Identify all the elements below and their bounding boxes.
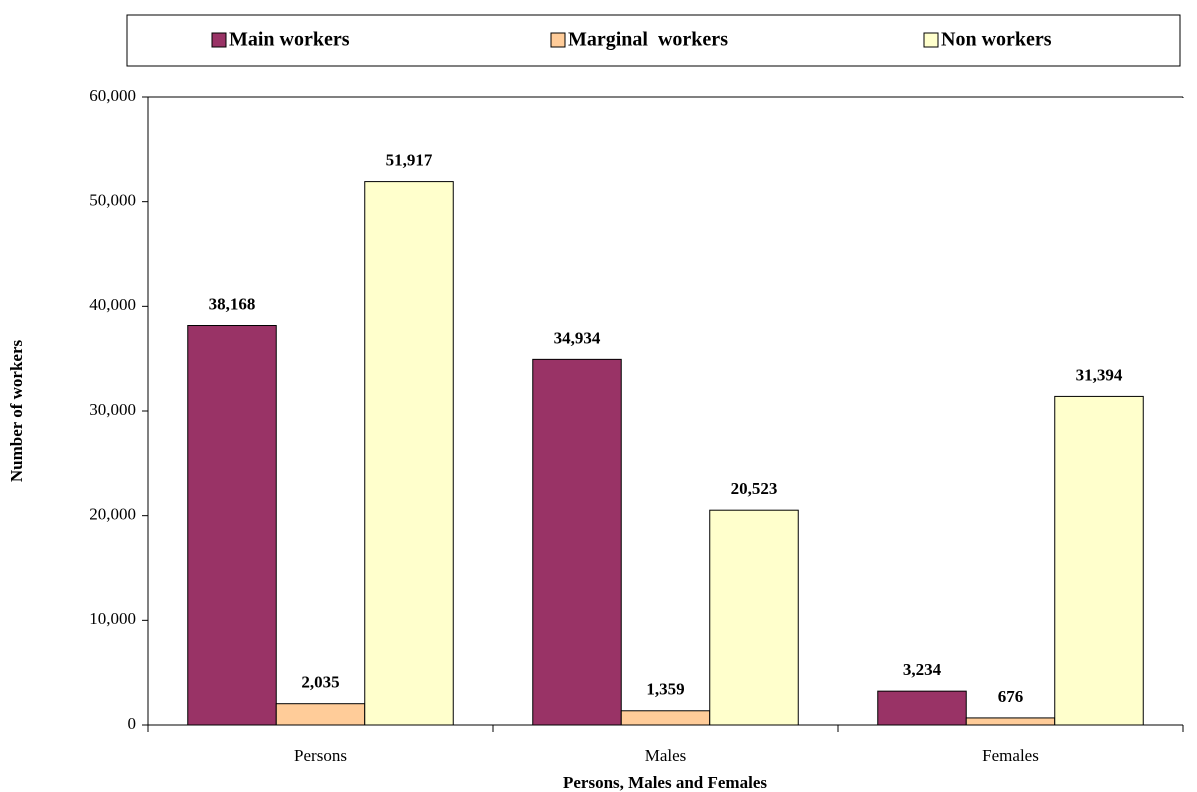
bar <box>1054 395 1144 726</box>
bar <box>187 325 277 726</box>
bar <box>965 717 1056 726</box>
y-tick-label: 10,000 <box>89 609 136 628</box>
value-label: 20,523 <box>731 479 778 498</box>
bar <box>532 358 622 726</box>
value-label: 3,234 <box>903 660 942 679</box>
legend-box <box>126 14 1181 67</box>
y-tick-label: 40,000 <box>89 295 136 314</box>
bar <box>877 690 967 726</box>
y-tick-label: 50,000 <box>89 191 136 210</box>
x-tick-label: Persons <box>294 746 347 765</box>
legend-swatch <box>550 32 566 48</box>
y-tick-label: 20,000 <box>89 505 136 524</box>
legend-swatch <box>211 32 227 48</box>
y-tick-label: 60,000 <box>89 86 136 105</box>
x-tick-label: Females <box>982 746 1039 765</box>
value-label: 38,168 <box>209 294 256 313</box>
y-tick-label: 0 <box>128 714 137 733</box>
legend-label: Main workers <box>229 29 350 51</box>
bar <box>275 703 366 726</box>
x-tick-label: Males <box>645 746 687 765</box>
value-label: 31,394 <box>1076 365 1123 384</box>
value-label: 1,359 <box>646 680 684 699</box>
bar <box>709 509 799 726</box>
legend-label: Marginal workers <box>568 29 728 51</box>
legend-label: Non workers <box>941 29 1052 51</box>
value-label: 51,917 <box>386 151 433 170</box>
y-axis-title: Number of workers <box>7 339 26 482</box>
value-label: 34,934 <box>554 328 601 347</box>
value-label: 2,035 <box>301 673 339 692</box>
legend-swatch <box>923 32 939 48</box>
x-axis-title: Persons, Males and Females <box>563 773 767 792</box>
value-label: 676 <box>998 687 1024 706</box>
y-tick-label: 30,000 <box>89 400 136 419</box>
bar <box>620 710 711 726</box>
bar <box>364 181 454 726</box>
